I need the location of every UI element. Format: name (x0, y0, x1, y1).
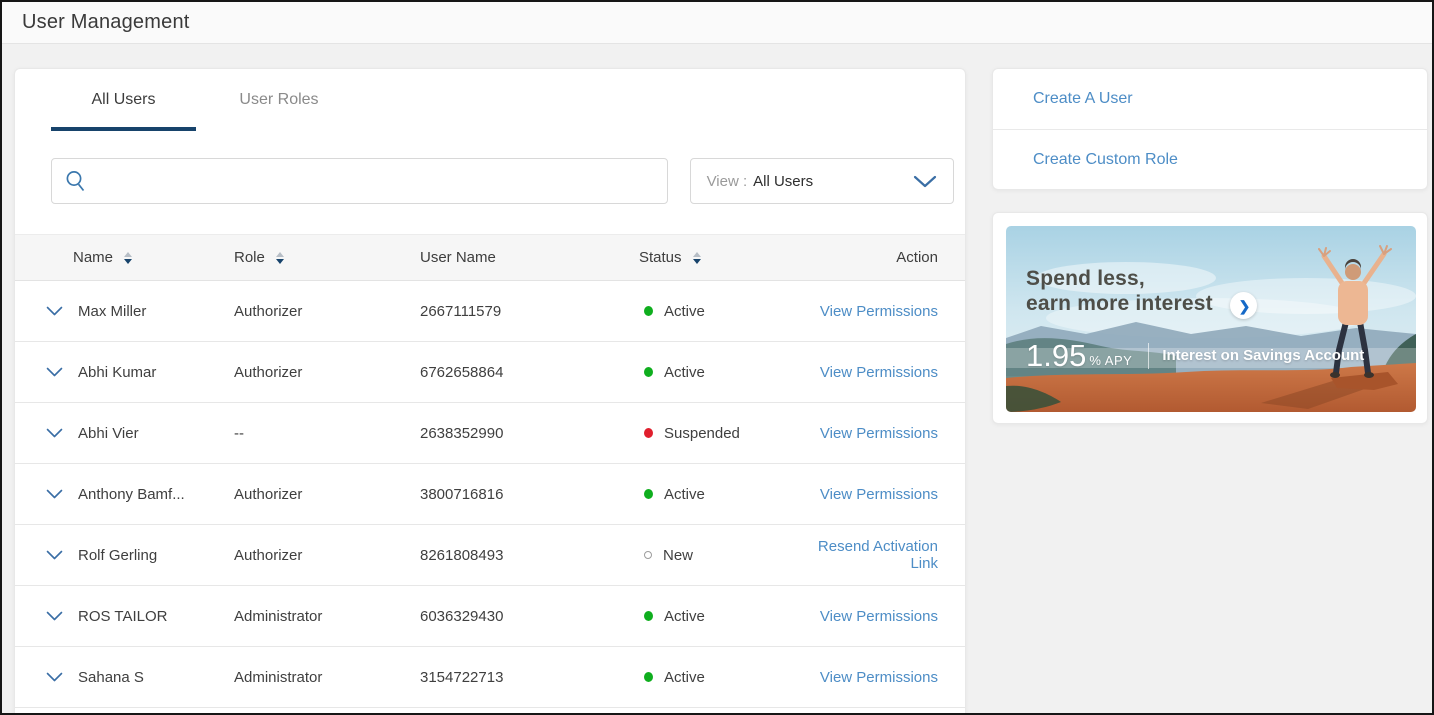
row-action-link[interactable]: View Permissions (819, 668, 938, 686)
status-dot (644, 672, 653, 682)
table-controls: View : All Users (51, 158, 954, 204)
user-username-text: 6762658864 (420, 363, 504, 381)
promo-banner-card: Spend less, earn more interest ❯ 1.95 % … (992, 212, 1428, 424)
search-icon (66, 171, 85, 192)
create-custom-role-link[interactable]: Create Custom Role (1033, 151, 1178, 168)
table-row: Sahana S Administrator 3154722713 Active… (15, 647, 965, 708)
row-action-link[interactable]: View Permissions (819, 607, 938, 625)
row-expand-chevron-icon[interactable] (46, 672, 63, 682)
status-text: Active (664, 485, 705, 503)
table-row: Anthony Bamf... Authorizer 3800716816 Ac… (15, 464, 965, 525)
row-expand-chevron-icon[interactable] (46, 306, 63, 316)
banner-landscape-image (1006, 226, 1416, 412)
users-table: Name Role User Name Status Action (15, 234, 965, 708)
divider (1148, 342, 1150, 369)
column-header-username: User Name (420, 249, 496, 266)
status-text: Active (664, 363, 705, 381)
user-name-text: ROS TAILOR (78, 607, 168, 625)
row-action-link[interactable]: View Permissions (819, 485, 938, 503)
row-expand-chevron-icon[interactable] (46, 489, 63, 499)
user-role-text: Administrator (234, 607, 323, 625)
status-dot (644, 428, 653, 438)
table-row: ROS TAILOR Administrator 6036329430 Acti… (15, 586, 965, 647)
search-box[interactable] (51, 158, 668, 204)
column-header-action: Action (896, 249, 938, 266)
user-name-text: Max Miller (78, 302, 147, 320)
view-dropdown-label: View : (706, 172, 748, 190)
user-username-text: 3800716816 (420, 485, 504, 503)
sort-icon[interactable] (692, 251, 701, 264)
search-input[interactable] (98, 159, 655, 203)
user-name-text: Sahana S (78, 668, 144, 686)
user-role-text: Administrator (234, 668, 323, 686)
user-name-text: Abhi Vier (78, 424, 139, 442)
banner-rate-row: 1.95 % APY Interest on Savings Account (1026, 340, 1364, 371)
page-title: User Management (22, 11, 190, 33)
row-expand-chevron-icon[interactable] (46, 428, 63, 438)
row-action-link[interactable]: View Permissions (819, 302, 938, 320)
status-dot (644, 551, 652, 559)
user-username-text: 2638352990 (420, 424, 504, 442)
sort-icon[interactable] (124, 251, 133, 264)
user-username-text: 8261808493 (420, 546, 504, 564)
status-text: Active (664, 607, 705, 625)
column-header-name: Name (46, 249, 234, 266)
user-role-text: Authorizer (234, 302, 303, 320)
status-text: Active (664, 668, 705, 686)
create-user-link[interactable]: Create A User (1033, 90, 1133, 107)
chevron-down-icon (913, 175, 937, 188)
table-row: Abhi Kumar Authorizer 6762658864 Active … (15, 342, 965, 403)
row-action-link[interactable]: Resend Activation Link (817, 538, 938, 572)
table-header: Name Role User Name Status Action (15, 234, 965, 281)
view-dropdown-value: All Users (753, 172, 814, 190)
page-header: User Management (2, 2, 1432, 44)
user-name-text: Anthony Bamf... (78, 485, 185, 503)
user-name-text: Rolf Gerling (78, 546, 158, 564)
banner-headline: Spend less, earn more interest (1026, 267, 1213, 315)
tab-bar: All Users User Roles (15, 69, 965, 131)
view-dropdown[interactable]: View : All Users (689, 158, 954, 204)
row-expand-chevron-icon[interactable] (46, 367, 63, 377)
row-action-link[interactable]: View Permissions (819, 424, 938, 442)
quick-actions-card: Create A User Create Custom Role (992, 68, 1428, 190)
users-card: All Users User Roles View : All Users (14, 68, 966, 713)
sort-icon[interactable] (275, 251, 284, 264)
column-header-status: Status (639, 249, 789, 266)
row-expand-chevron-icon[interactable] (46, 611, 63, 621)
promo-banner[interactable]: Spend less, earn more interest ❯ 1.95 % … (1006, 226, 1416, 412)
row-action-link[interactable]: View Permissions (819, 363, 938, 381)
banner-rate-suffix: % APY (1089, 353, 1133, 368)
user-role-text: -- (234, 424, 244, 442)
table-row: Rolf Gerling Authorizer 8261808493 New R… (15, 525, 965, 586)
user-username-text: 6036329430 (420, 607, 504, 625)
banner-arrow-button[interactable]: ❯ (1230, 292, 1257, 319)
status-text: Active (664, 302, 705, 320)
table-row: Abhi Vier -- 2638352990 Suspended View P… (15, 403, 965, 464)
status-text: Suspended (664, 424, 740, 442)
chevron-right-icon: ❯ (1238, 297, 1251, 314)
user-role-text: Authorizer (234, 485, 303, 503)
status-dot (644, 611, 653, 621)
user-role-text: Authorizer (234, 363, 303, 381)
banner-rate: 1.95 (1026, 338, 1087, 373)
tab-all-users[interactable]: All Users (51, 69, 196, 131)
user-name-text: Abhi Kumar (78, 363, 157, 381)
column-header-role: Role (234, 249, 420, 266)
status-dot (644, 367, 653, 377)
user-username-text: 3154722713 (420, 668, 504, 686)
status-dot (644, 306, 653, 316)
divider (993, 129, 1427, 130)
status-text: New (663, 546, 694, 564)
tab-user-roles[interactable]: User Roles (239, 91, 319, 108)
row-expand-chevron-icon[interactable] (46, 550, 63, 560)
user-username-text: 2667111579 (420, 302, 502, 320)
table-body: Max Miller Authorizer 2667111579 Active … (15, 281, 965, 708)
user-role-text: Authorizer (234, 546, 303, 564)
banner-caption: Interest on Savings Account (1162, 347, 1365, 364)
status-dot (644, 489, 653, 499)
table-row: Max Miller Authorizer 2667111579 Active … (15, 281, 965, 342)
